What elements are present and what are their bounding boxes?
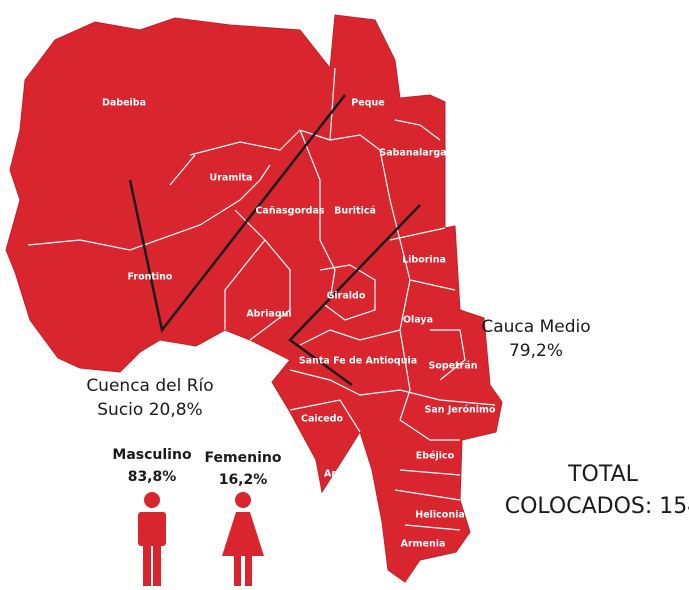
municipality-label: Ebéjico [416,451,455,462]
female-icon [222,492,264,586]
municipality-label: Frontino [128,272,173,283]
municipality-label: Heliconia [415,510,465,521]
region-label: Cuenca del Río [86,376,213,396]
gender-value: 83,8% [128,469,177,485]
municipality-label: Anzá [324,469,350,480]
municipality-label: Buriticá [334,206,376,217]
region-label: Sucio 20,8% [97,400,202,420]
region-lines [128,94,421,387]
territory [5,14,503,583]
municipal-borders [27,67,496,531]
municipality-label: Sabanalarga [379,148,446,159]
municipality-label: Santa Fe de Antioquia [299,356,417,367]
gender-value: 16,2% [219,472,268,488]
gender-label: Femenino [205,450,282,466]
municipality-label: Dabeiba [102,98,146,109]
municipality-label: Abriaqui [246,309,291,320]
municipality-label: Liborina [402,255,446,266]
municipality-label: Uramita [210,173,253,184]
municipality-label: Peque [351,98,384,109]
municipality-label: Olaya [403,315,433,326]
municipality-label: Cañasgordas [255,206,324,217]
total-label: COLOCADOS: 154 [505,494,689,519]
municipality-label: Caicedo [301,414,344,425]
municipality-label: Sopetrán [428,361,477,372]
municipality-label: Giraldo [327,291,366,302]
municipality-label: San Jerónimo [425,405,496,416]
male-icon [138,492,166,586]
gender-label: Masculino [112,447,192,463]
total-label: TOTAL [567,462,639,487]
region-label: 79,2% [509,341,563,361]
region-label: Cauca Medio [481,317,590,337]
municipality-label: Armenia [401,539,446,550]
